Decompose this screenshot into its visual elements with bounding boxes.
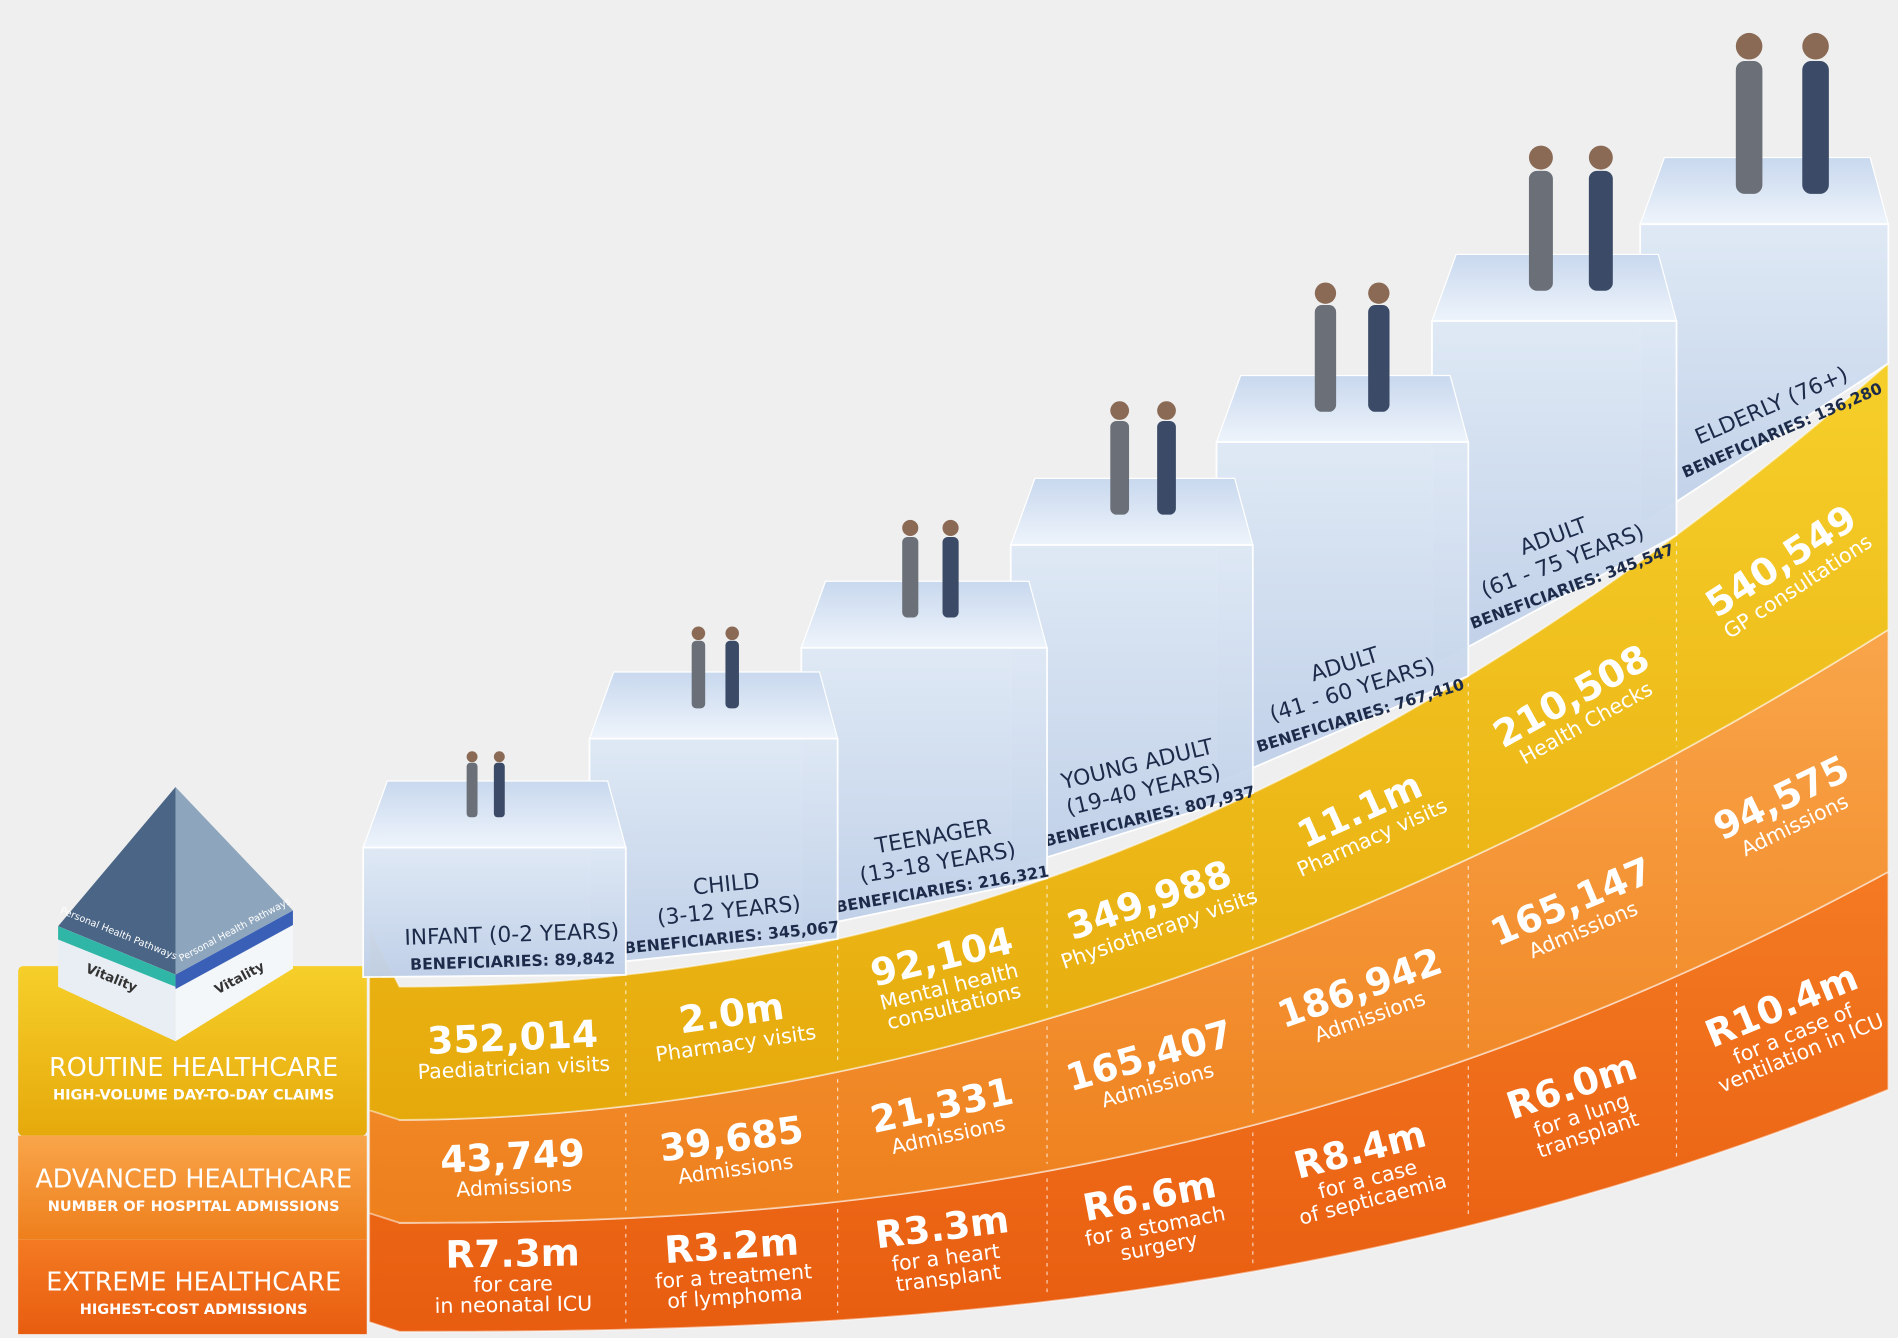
figure-body	[1529, 171, 1553, 291]
figure-body	[902, 537, 918, 618]
step: BENEFICIARIES: 345,067(3-12 YEARS)CHILD	[589, 627, 840, 966]
figure-body	[494, 763, 505, 817]
step-top	[1011, 478, 1253, 545]
figure-head	[943, 520, 959, 536]
step: BENEFICIARIES: 216,321(13-18 YEARS)TEENA…	[801, 520, 1050, 929]
band-title: ADVANCED HEALTHCARE	[35, 1163, 352, 1193]
figure-head	[1157, 401, 1176, 420]
figure-head	[494, 751, 505, 762]
figure-body	[692, 641, 706, 709]
step-top	[1217, 375, 1469, 442]
figure-body	[1315, 305, 1336, 412]
figure-head	[692, 627, 706, 641]
figure-body	[467, 763, 478, 817]
cell-value: R7.3m	[445, 1230, 580, 1276]
step-top	[589, 672, 837, 739]
figure-body	[725, 641, 739, 709]
figure-body	[1368, 305, 1389, 412]
step-top	[801, 581, 1047, 648]
figure-head	[1110, 401, 1129, 420]
figure-body	[1110, 421, 1129, 515]
step-top	[1640, 158, 1888, 225]
figure-body	[1157, 421, 1176, 515]
figure-body	[1802, 61, 1829, 194]
figure-head	[1529, 146, 1553, 170]
figure-head	[1736, 33, 1763, 60]
figure-head	[902, 520, 918, 536]
figure-head	[1315, 282, 1336, 303]
band-subtitle: HIGH-VOLUME DAY-TO-DAY CLAIMS	[53, 1088, 334, 1104]
cell-caption: in neonatal ICU	[434, 1291, 592, 1318]
figure-body	[943, 537, 959, 618]
band-subtitle: NUMBER OF HOSPITAL ADMISSIONS	[48, 1199, 340, 1215]
step-top	[1432, 254, 1677, 321]
figure-head	[1802, 33, 1829, 60]
band-subtitle: HIGHEST-COST ADMISSIONS	[80, 1302, 308, 1318]
page: Personal Health Pathways Personal Health…	[0, 0, 1898, 1338]
figure-head	[1368, 282, 1389, 303]
band-title: ROUTINE HEALTHCARE	[49, 1052, 338, 1082]
figure-body	[1589, 171, 1613, 291]
band-title: EXTREME HEALTHCARE	[46, 1266, 341, 1296]
infographic: Personal Health Pathways Personal Health…	[0, 0, 1898, 1338]
figure-head	[725, 627, 739, 641]
figure-head	[467, 751, 478, 762]
figure-body	[1736, 61, 1763, 194]
figure-head	[1589, 146, 1613, 170]
